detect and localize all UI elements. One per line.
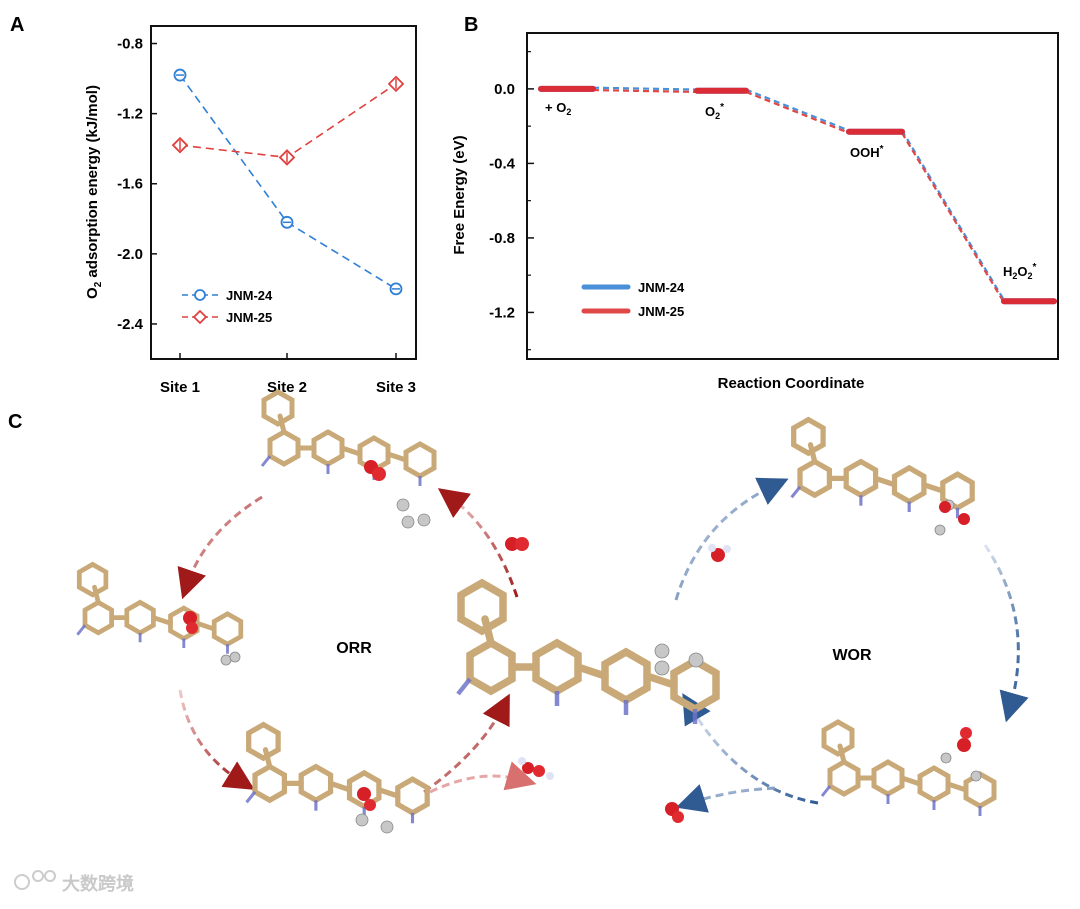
chart-a-ytick-label: -2.4 [117,316,144,333]
chart-a-xtick-label: Site 3 [376,379,416,396]
chart-b-ytick-label: 0.0 [494,81,515,98]
chart-a-series-line-0 [179,74,397,290]
wor-product-arrow [675,784,776,813]
chart-a-ytick-label: -1.2 [117,106,143,123]
chart-a-ytick-label: -0.8 [117,36,143,53]
chart-a-xtick-label: Site 1 [160,379,200,396]
chart-b-connector-0 [745,88,850,132]
chart-b-xlabel: Reaction Coordinate [718,375,865,392]
chart-b-frame [526,32,1059,360]
orr-arrow-1 [177,495,263,600]
chart-a: O2 adsorption energy (kJ/mol) -0.8 -1.2 -1… [84,25,417,396]
panel-letter-a: A [10,14,24,36]
wor-arrow-1 [674,477,789,601]
orr-arrow-4 [437,488,519,598]
chart-b-ylabel: Free Energy (eV) [451,135,468,254]
o2-species [183,460,972,823]
panel-letter-b: B [464,14,478,36]
wor-arrow-2 [983,544,1029,723]
chart-a-ytick-label: -1.6 [117,176,143,193]
panel-c-schematic: ORR WOR [77,392,1029,834]
chart-b-connector-0 [901,129,1005,301]
chart-b-ytick-label: -1.2 [489,304,515,321]
watermark-text: 大数跨境 [62,873,134,894]
chart-b-step-label: + O2 [545,100,571,117]
orr-product-arrow [429,761,537,794]
chart-b-legend-label: JNM-24 [638,280,685,295]
chart-a-legend-label: JNM-25 [226,310,272,325]
chart-a-ylabel: O2 adsorption energy (kJ/mol) [84,85,104,299]
chart-b-ytick-label: -0.8 [489,230,515,247]
wor-arrow-3 [682,693,819,805]
chart-b-connector-1 [592,88,698,94]
orr-label: ORR [336,640,372,657]
chart-b-connector-1 [745,90,850,134]
chart-b-connector-1 [901,132,1005,304]
chart-a-legend-label: JNM-24 [226,288,273,303]
watermark-logo [14,870,56,890]
chart-a-frame [150,25,417,360]
chart-a-legend-marker [192,309,208,325]
chart-a-ytick-label: -2.0 [117,246,143,263]
molecule-center [458,583,716,724]
chart-b-step-label: O2* [705,102,724,121]
chart-b: Free Energy (eV) Reaction Coordinate 0.0… [451,32,1059,392]
orr-arrow-3 [423,693,510,794]
chart-a-legend-marker [194,289,206,301]
molecule-orr-top [262,392,434,486]
chart-b-legend-label: JNM-25 [638,304,684,319]
chart-b-ytick-label: -0.4 [489,155,516,172]
chart-b-connector-0 [592,86,698,91]
wor-label: WOR [832,647,872,664]
panel-letter-c: C [8,411,22,433]
chart-b-step-label: H2O2* [1003,262,1037,281]
molecule-orr-bottom [247,725,428,824]
molecule-orr-left [77,564,240,653]
orr-arrow-2 [178,689,255,790]
chart-b-step-label: OOH* [850,144,884,160]
